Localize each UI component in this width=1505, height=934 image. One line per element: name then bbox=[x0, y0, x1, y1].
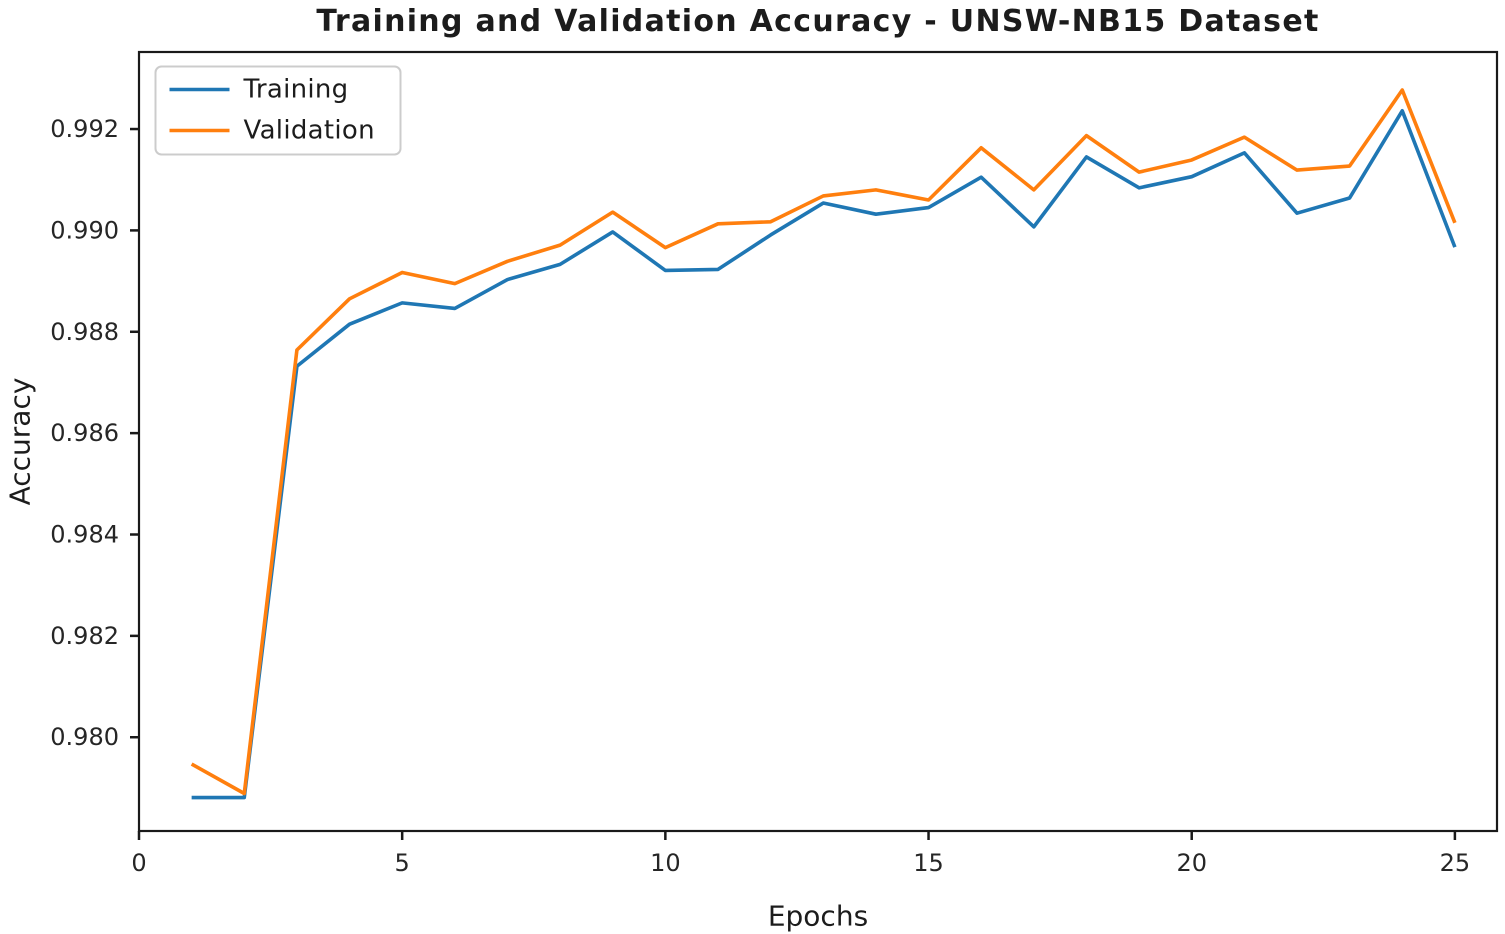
plot-area: 0 5 10 15 20 25 0.980 0.982 0.984 0.986 0.988 0.990… bbox=[50, 50, 1499, 877]
x-axis-label: Epochs bbox=[768, 900, 868, 933]
y-tick-label: 0.984 bbox=[50, 521, 119, 549]
x-tick-label: 0 bbox=[131, 849, 146, 877]
y-tick-label: 0.982 bbox=[50, 622, 119, 650]
chart-title: Training and Validation Accuracy - UNSW-… bbox=[316, 4, 1319, 39]
x-tick-label: 5 bbox=[395, 849, 410, 877]
y-tick-label: 0.990 bbox=[50, 216, 119, 244]
x-tick-label: 20 bbox=[1176, 849, 1207, 877]
validation-line bbox=[190, 88, 1457, 796]
x-tick-label: 15 bbox=[913, 849, 944, 877]
y-tick-label: 0.980 bbox=[50, 723, 119, 751]
y-tick-label: 0.986 bbox=[50, 419, 119, 447]
y-tick-label: 0.992 bbox=[50, 115, 119, 143]
training-line bbox=[191, 108, 1457, 800]
legend-label-validation: Validation bbox=[244, 116, 375, 146]
legend-label-training: Training bbox=[243, 75, 349, 105]
x-tick-label: 25 bbox=[1440, 849, 1471, 877]
y-tick-label: 0.988 bbox=[50, 318, 119, 346]
plot-border bbox=[137, 50, 1499, 833]
x-tick-label: 10 bbox=[650, 849, 681, 877]
y-axis-label: Accuracy bbox=[4, 378, 37, 506]
